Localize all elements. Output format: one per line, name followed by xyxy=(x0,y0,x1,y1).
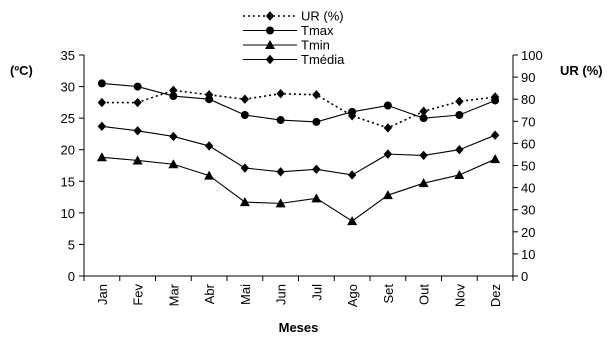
y-left-tick-label: 10 xyxy=(61,206,75,221)
legend-label: UR (%) xyxy=(301,9,344,24)
data-point-triangle xyxy=(382,190,393,200)
data-point-triangle xyxy=(265,40,275,49)
x-axis-title: Meses xyxy=(279,320,319,335)
data-point-diamond xyxy=(204,90,214,100)
x-tick-label: Fev xyxy=(131,284,146,306)
data-point-diamond xyxy=(169,131,178,142)
y-right-tick-label: 100 xyxy=(521,48,543,63)
data-point-diamond xyxy=(490,130,500,140)
x-tick-label: Dez xyxy=(488,284,503,307)
legend-label: Tmin xyxy=(301,38,330,53)
data-point-triangle xyxy=(490,154,501,164)
data-point-triangle xyxy=(239,197,250,207)
data-point-circle xyxy=(205,95,214,104)
axes: 0 5 10 15 20 25 30 35 0 10 20 30 40 50 60 70 80 90 100 Jan F… xyxy=(61,48,543,307)
data-point-diamond xyxy=(347,170,357,180)
series-line xyxy=(101,89,496,129)
y-axis-left-title: (ºC) xyxy=(10,63,33,78)
y-right-tick-label: 60 xyxy=(521,136,535,151)
data-point-diamond xyxy=(240,163,250,173)
y-left-tick-label: 30 xyxy=(61,80,75,95)
x-tick-label: Mar xyxy=(166,283,181,306)
series-lines xyxy=(96,79,501,226)
legend-label: Tmédia xyxy=(301,52,345,67)
data-point-diamond xyxy=(419,106,428,117)
y-left-tick-label: 35 xyxy=(61,48,75,63)
y-right-tick-label: 30 xyxy=(521,203,535,218)
data-point-circle xyxy=(276,116,285,125)
y-right-tick-label: 20 xyxy=(521,225,535,240)
series-line xyxy=(101,125,496,176)
y-left-tick-label: 5 xyxy=(68,237,75,252)
series-line xyxy=(101,156,496,222)
data-point-diamond xyxy=(276,88,285,99)
x-tick-label: Jul xyxy=(309,284,324,301)
x-tick-label: Ago xyxy=(345,284,360,307)
data-point-diamond xyxy=(133,97,142,108)
data-point-diamond xyxy=(383,149,393,159)
data-point-diamond xyxy=(97,97,107,108)
y-left-tick-label: 0 xyxy=(68,269,75,284)
data-point-circle xyxy=(169,92,178,101)
data-point-diamond xyxy=(265,11,275,21)
data-point-triangle xyxy=(311,193,322,203)
data-point-diamond xyxy=(240,94,250,104)
x-tick-label: Jan xyxy=(95,284,110,305)
y-left-tick-label: 25 xyxy=(61,111,75,126)
data-point-triangle xyxy=(347,216,358,226)
x-tick-label: Mai xyxy=(238,284,253,305)
y-right-tick-label: 0 xyxy=(521,269,528,284)
data-point-circle xyxy=(383,101,392,110)
data-point-diamond xyxy=(133,126,142,136)
data-point-circle xyxy=(240,110,249,119)
y-right-tick-label: 80 xyxy=(521,92,535,107)
series-line xyxy=(101,82,496,123)
y-right-tick-label: 10 xyxy=(521,247,535,262)
data-point-circle xyxy=(133,82,142,91)
data-point-triangle xyxy=(168,159,179,169)
y-right-tick-label: 70 xyxy=(521,114,535,129)
y-right-tick-label: 50 xyxy=(521,159,535,174)
data-point-diamond xyxy=(419,150,428,161)
data-point-diamond xyxy=(455,96,464,107)
data-point-circle xyxy=(97,79,106,88)
data-point-diamond xyxy=(383,123,393,133)
y-axis-right-title: UR (%) xyxy=(560,63,603,78)
x-tick-label: Set xyxy=(381,284,396,304)
data-point-circle xyxy=(312,117,321,126)
data-point-circle xyxy=(419,114,428,123)
data-point-circle xyxy=(491,96,500,105)
legend-label: Tmax xyxy=(301,23,334,38)
y-right-tick-label: 40 xyxy=(521,181,535,196)
data-point-diamond xyxy=(97,121,107,132)
data-point-diamond xyxy=(204,141,214,151)
data-point-triangle xyxy=(275,198,286,208)
y-right-tick-label: 90 xyxy=(521,70,535,85)
data-point-circle xyxy=(348,107,357,116)
data-point-circle xyxy=(455,110,464,119)
y-left-tick-label: 20 xyxy=(61,143,75,158)
data-point-diamond xyxy=(312,90,321,100)
data-point-diamond xyxy=(455,145,464,155)
data-point-triangle xyxy=(132,155,143,165)
data-point-triangle xyxy=(204,170,215,180)
y-left-tick-label: 15 xyxy=(61,174,75,189)
data-point-triangle xyxy=(418,178,429,188)
data-point-diamond xyxy=(312,164,321,174)
data-point-diamond xyxy=(265,54,275,65)
data-point-triangle xyxy=(96,152,107,162)
data-point-diamond xyxy=(276,167,285,177)
x-tick-label: Nov xyxy=(452,284,467,308)
x-tick-label: Out xyxy=(417,284,432,305)
data-point-triangle xyxy=(454,169,465,179)
data-point-circle xyxy=(266,26,274,35)
x-tick-label: Abr xyxy=(202,283,217,304)
data-point-diamond xyxy=(169,85,178,96)
x-tick-label: Jun xyxy=(274,284,289,305)
